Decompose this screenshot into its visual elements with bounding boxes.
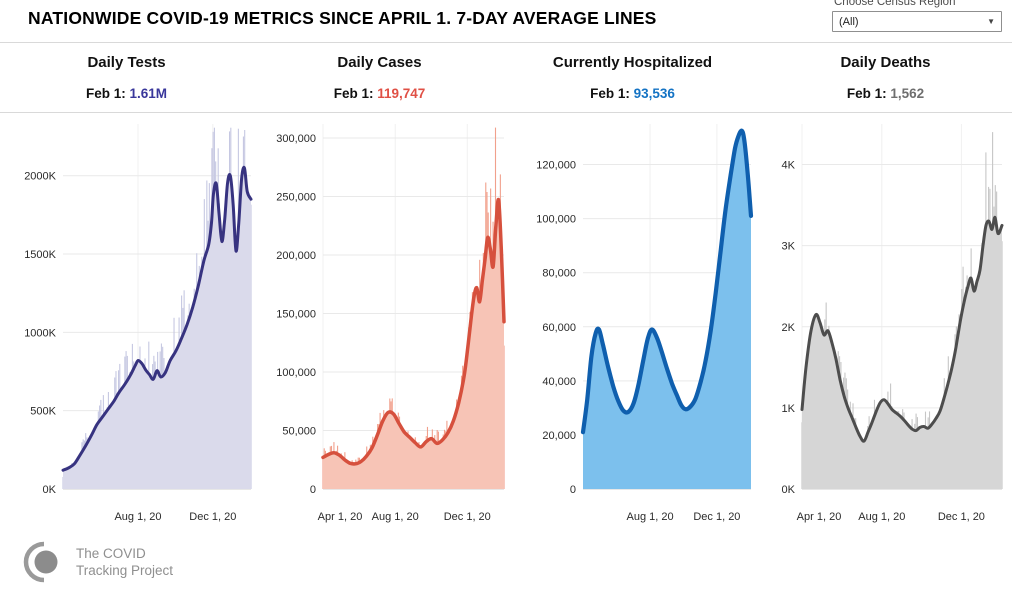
metric-date-label: Feb 1: xyxy=(590,86,630,101)
svg-text:50,000: 50,000 xyxy=(282,426,316,438)
svg-text:Apr 1, 20: Apr 1, 20 xyxy=(797,511,842,523)
svg-text:0K: 0K xyxy=(43,484,57,496)
charts-row: 0K 500K 1000K 1500K 2000K Aug 1, 20 Dec 1, 20 … xyxy=(0,116,1012,528)
crescent-circle-icon xyxy=(23,541,58,583)
svg-text:500K: 500K xyxy=(30,406,56,418)
page-title: NATIONWIDE COVID-19 METRICS SINCE APRIL … xyxy=(28,8,657,28)
metric-title: Daily Tests xyxy=(87,54,166,71)
header-divider xyxy=(0,112,1012,113)
svg-text:0K: 0K xyxy=(782,484,796,496)
svg-text:Dec 1, 20: Dec 1, 20 xyxy=(693,511,740,523)
metric-subtitle: Feb 1: 1.61M xyxy=(0,86,253,101)
metric-title: Daily Cases xyxy=(337,54,422,71)
svg-text:250,000: 250,000 xyxy=(276,192,316,204)
svg-text:100,000: 100,000 xyxy=(276,367,316,379)
metric-date-label: Feb 1: xyxy=(85,86,126,101)
chart-currently-hospitalized[interactable]: 0 20,000 40,000 60,000 80,000 100,000 120,000 A… xyxy=(506,116,759,528)
chart-daily-cases[interactable]: 0 50,000 100,000 150,000 200,000 250,000 300,0… xyxy=(253,116,506,528)
svg-text:Dec 1, 20: Dec 1, 20 xyxy=(444,511,491,523)
title-divider xyxy=(0,42,1012,43)
metric-daily-cases: Daily Cases Feb 1: 119,747 xyxy=(253,50,506,101)
svg-text:2K: 2K xyxy=(782,322,796,334)
svg-text:60,000: 60,000 xyxy=(542,322,576,334)
census-region-label: Choose Census Region xyxy=(834,0,956,8)
census-region-filter: Choose Census Region (All) ▼ xyxy=(832,0,1002,32)
svg-text:200,000: 200,000 xyxy=(276,250,316,262)
metric-value: 1,562 xyxy=(890,86,925,101)
metric-title: Daily Deaths xyxy=(840,54,931,71)
svg-text:300,000: 300,000 xyxy=(276,133,316,145)
svg-text:1000K: 1000K xyxy=(24,327,56,339)
metric-currently-hospitalized: Currently Hospitalized Feb 1: 93,536 xyxy=(506,50,759,101)
svg-text:Apr 1, 20: Apr 1, 20 xyxy=(318,511,363,523)
svg-text:Dec 1, 20: Dec 1, 20 xyxy=(938,511,985,523)
metric-subtitle: Feb 1: 93,536 xyxy=(506,86,759,101)
svg-text:120,000: 120,000 xyxy=(536,160,576,172)
svg-text:150,000: 150,000 xyxy=(276,309,316,321)
census-region-value: (All) xyxy=(839,15,859,28)
svg-text:1500K: 1500K xyxy=(24,249,56,261)
metric-subtitle: Feb 1: 1,562 xyxy=(759,86,1012,101)
logo-text: The COVID Tracking Project xyxy=(76,545,174,578)
svg-text:0: 0 xyxy=(310,484,316,496)
metric-daily-tests: Daily Tests Feb 1: 1.61M xyxy=(0,50,253,101)
svg-text:1K: 1K xyxy=(782,403,796,415)
svg-text:Aug 1, 20: Aug 1, 20 xyxy=(626,511,673,523)
metric-daily-deaths: Daily Deaths Feb 1: 1,562 xyxy=(759,50,1012,101)
svg-text:40,000: 40,000 xyxy=(542,376,576,388)
metric-date-label: Feb 1: xyxy=(333,86,374,101)
chart-daily-tests[interactable]: 0K 500K 1000K 1500K 2000K Aug 1, 20 Dec 1, 20 xyxy=(0,116,253,528)
metric-title: Currently Hospitalized xyxy=(552,54,713,71)
metric-subtitle: Feb 1: 119,747 xyxy=(253,86,506,101)
svg-text:Aug 1, 20: Aug 1, 20 xyxy=(858,511,905,523)
svg-text:0: 0 xyxy=(570,484,576,496)
svg-text:2000K: 2000K xyxy=(24,171,56,183)
census-region-select[interactable]: (All) ▼ xyxy=(832,11,1002,32)
svg-text:4K: 4K xyxy=(782,160,796,172)
metric-value: 1.61M xyxy=(129,86,168,101)
metric-value: 119,747 xyxy=(377,86,426,101)
chevron-down-icon: ▼ xyxy=(987,17,995,26)
chart-daily-deaths[interactable]: 0K 1K 2K 3K 4K Apr 1, 20 Aug 1, 20 Dec 1, 20 xyxy=(759,116,1012,528)
metric-header-row: Daily Tests Feb 1: 1.61M Daily Cases Feb… xyxy=(0,50,1012,101)
covid-tracking-project-logo: The COVID Tracking Project xyxy=(22,540,173,584)
svg-text:80,000: 80,000 xyxy=(542,268,576,280)
svg-text:100,000: 100,000 xyxy=(536,214,576,226)
svg-text:Aug 1, 20: Aug 1, 20 xyxy=(114,511,161,523)
metric-value: 93,536 xyxy=(633,86,675,101)
svg-text:Aug 1, 20: Aug 1, 20 xyxy=(372,511,419,523)
svg-text:Dec 1, 20: Dec 1, 20 xyxy=(189,511,236,523)
svg-text:3K: 3K xyxy=(782,241,796,253)
metric-date-label: Feb 1: xyxy=(846,86,887,101)
svg-text:20,000: 20,000 xyxy=(542,430,576,442)
